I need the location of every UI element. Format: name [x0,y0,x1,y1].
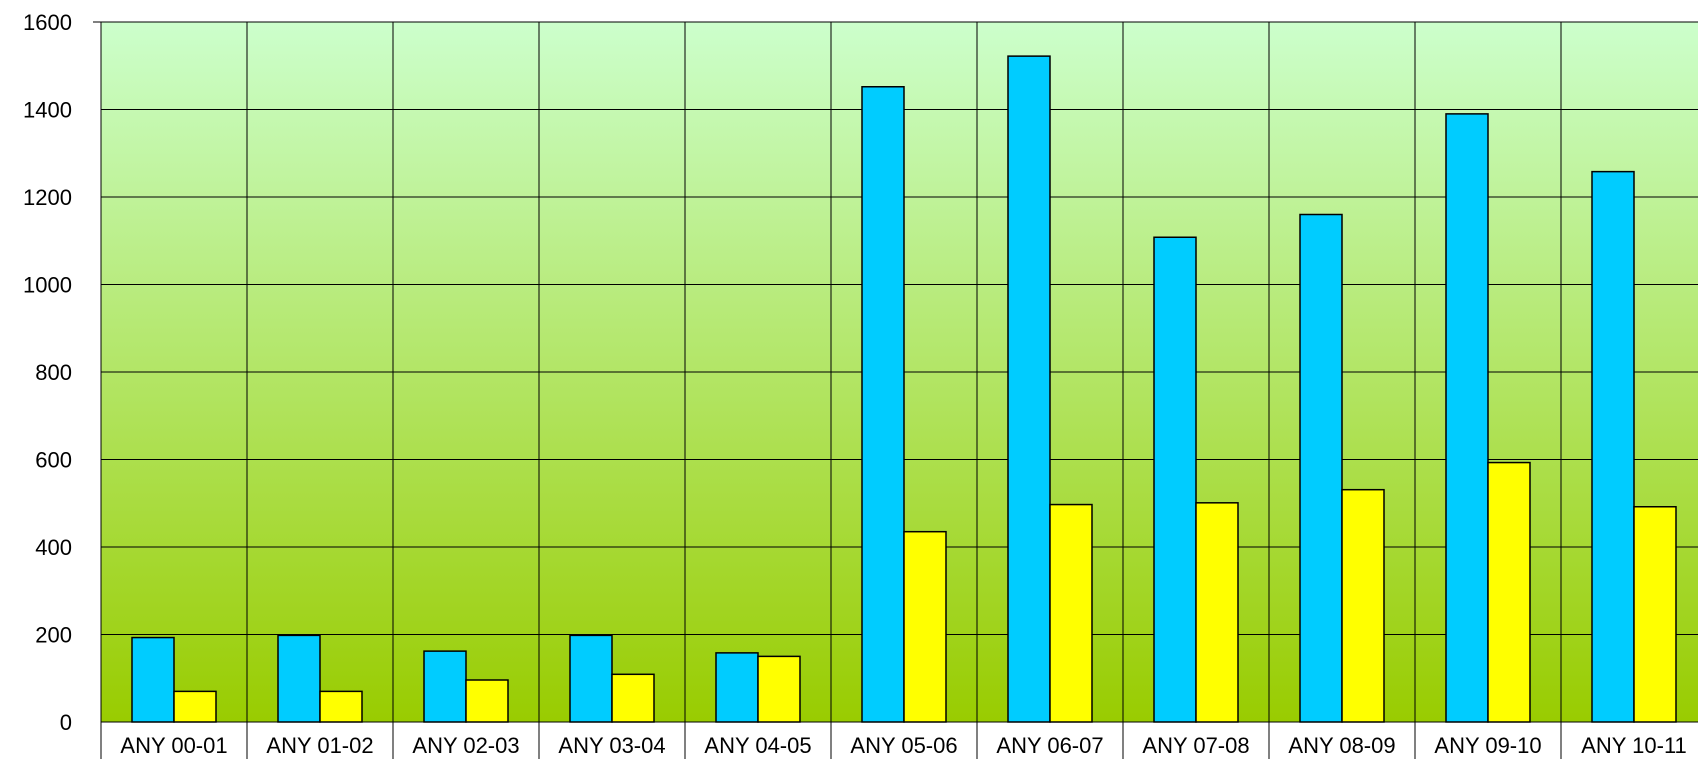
bar-cyan-1 [277,634,321,723]
bar-cyan-6 [1007,55,1051,723]
y-axis: 0 200 400 600 800 1000 1200 1400 1600 [23,10,102,735]
x-tick-label: ANY 05-06 [850,733,957,758]
bar-cyan-7 [1153,236,1197,723]
bar-yellow-0 [173,690,217,723]
y-tick-label: 600 [35,448,72,473]
bar-yellow-3 [611,673,655,723]
y-tick-label: 1000 [23,273,72,298]
bar-cyan-5 [861,86,905,723]
x-tick-label: ANY 09-10 [1434,733,1541,758]
bar-yellow-7 [1195,502,1239,723]
x-tick-label: ANY 01-02 [266,733,373,758]
bar-cyan-4 [715,652,759,723]
bar-yellow-5 [903,530,947,723]
bar-cyan-10 [1591,170,1635,723]
x-tick-label: ANY 00-01 [120,733,227,758]
y-tick-label: 200 [35,623,72,648]
bar-yellow-2 [465,679,509,723]
bar-cyan-0 [131,636,175,723]
x-axis: ANY 00-01 ANY 01-02 ANY 02-03 ANY 03-04 ANY … [101,721,1698,758]
bar-yellow-6 [1049,503,1093,723]
x-tick-label: ANY 06-07 [996,733,1103,758]
x-tick-label: ANY 03-04 [558,733,665,758]
x-tick-label: ANY 04-05 [704,733,811,758]
x-tick-label: ANY 10-11 [1581,733,1687,758]
y-tick-label: 0 [60,710,72,735]
bar-cyan-8 [1299,213,1343,723]
y-tick-label: 400 [35,535,72,560]
bars [131,55,1677,723]
bar-yellow-10 [1633,506,1677,723]
y-tick-label: 800 [35,360,72,385]
bar-cyan-2 [423,650,467,723]
y-tick-label: 1400 [23,98,72,123]
bar-cyan-3 [569,634,613,723]
bar-yellow-8 [1341,488,1385,723]
bar-cyan-9 [1445,113,1489,723]
y-tick-label: 1200 [23,185,72,210]
y-tick-label: 1600 [23,10,72,35]
bar-yellow-4 [757,655,801,723]
x-tick-label: ANY 07-08 [1142,733,1249,758]
bar-yellow-9 [1487,461,1531,723]
bar-yellow-1 [319,690,363,723]
x-tick-label: ANY 08-09 [1288,733,1395,758]
x-tick-label: ANY 02-03 [412,733,519,758]
